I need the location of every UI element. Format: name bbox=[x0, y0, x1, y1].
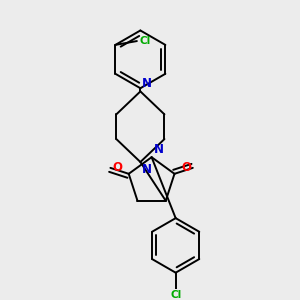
Text: Cl: Cl bbox=[139, 36, 150, 46]
Text: N: N bbox=[154, 143, 164, 156]
Text: Cl: Cl bbox=[170, 290, 181, 300]
Text: O: O bbox=[112, 161, 122, 174]
Text: N: N bbox=[142, 77, 152, 91]
Text: N: N bbox=[142, 163, 152, 176]
Text: O: O bbox=[181, 161, 191, 174]
